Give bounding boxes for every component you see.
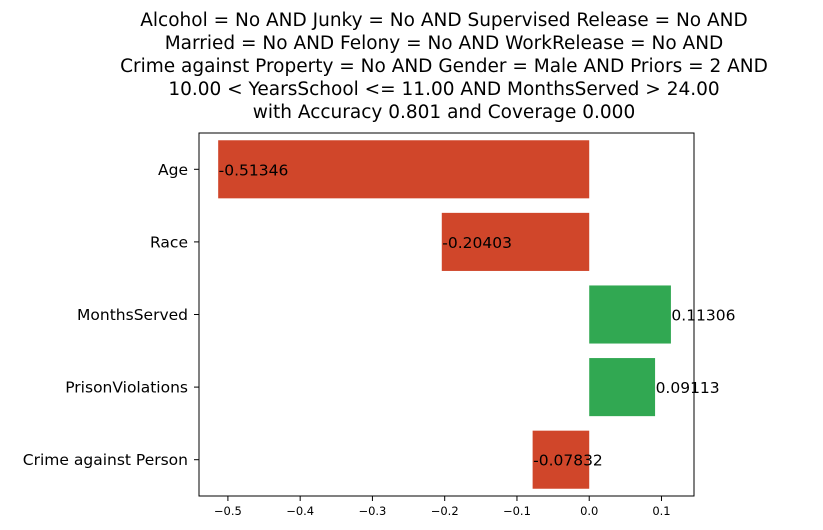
x-tick-label: −0.2 <box>431 504 459 518</box>
y-tick-label: PrisonViolations <box>65 379 188 397</box>
y-axis-ticks: Age Race MonthsServed PrisonViolations Crime… <box>23 161 199 469</box>
y-tick-label: MonthsServed <box>77 306 188 324</box>
bar-prisonviolations <box>589 358 656 417</box>
x-tick-label: −0.3 <box>358 504 386 518</box>
y-tick-label: Age <box>158 161 188 179</box>
y-tick-label: Crime against Person <box>23 451 188 469</box>
bar-value-label: -0.20403 <box>442 234 512 252</box>
bar-crime-against-person <box>532 430 590 489</box>
bar-age <box>218 140 590 199</box>
bar-value-label: -0.07832 <box>533 452 603 470</box>
bar-monthsserved <box>589 285 671 344</box>
bars <box>218 140 671 489</box>
chart-title-line-3: Crime against Property = No AND Gender =… <box>120 56 768 77</box>
chart-title-line-5: with Accuracy 0.801 and Coverage 0.000 <box>253 102 635 123</box>
chart-title: Alcohol = No AND Junky = No AND Supervis… <box>120 10 768 123</box>
x-tick-label: 0.0 <box>580 504 598 518</box>
chart-title-line-1: Alcohol = No AND Junky = No AND Supervis… <box>140 10 747 31</box>
x-tick-label: −0.1 <box>503 504 531 518</box>
y-tick-label: Race <box>150 233 188 251</box>
bar-value-labels: -0.51346 -0.20403 0.11306 0.09113 -0.07832 <box>219 161 736 469</box>
bar-value-label: 0.11306 <box>671 307 735 325</box>
x-tick-label: −0.5 <box>214 504 242 518</box>
bar-race <box>441 212 590 271</box>
x-tick-label: −0.4 <box>286 504 314 518</box>
x-axis-ticks: −0.5 −0.4 −0.3 −0.2 −0.1 0.0 0.1 <box>214 496 671 518</box>
chart-title-line-4: 10.00 < YearsSchool <= 11.00 AND MonthsS… <box>168 79 719 100</box>
bar-value-label: -0.51346 <box>219 161 289 179</box>
chart-title-line-2: Married = No AND Felony = No AND WorkRel… <box>165 33 724 54</box>
bar-value-label: 0.09113 <box>656 379 720 397</box>
plot-area-frame <box>198 132 695 497</box>
x-tick-label: 0.1 <box>652 504 670 518</box>
